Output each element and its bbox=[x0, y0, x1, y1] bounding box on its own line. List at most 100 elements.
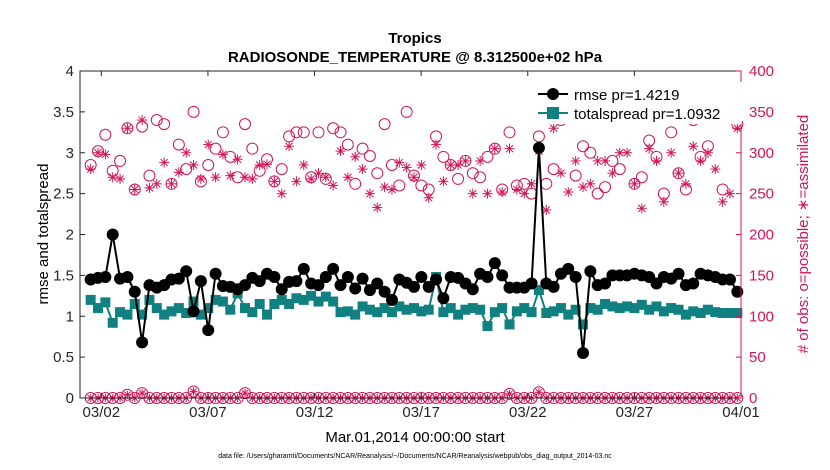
rmse-point bbox=[488, 257, 501, 270]
assimilated-obs-point bbox=[460, 155, 471, 166]
rmse-point bbox=[407, 280, 420, 293]
possible-obs-point bbox=[532, 130, 545, 143]
rmse-point bbox=[371, 277, 384, 290]
spread-point bbox=[137, 309, 148, 320]
spread-point bbox=[357, 301, 368, 312]
assimilated-obs-point bbox=[511, 184, 522, 195]
assimilated-obs-point bbox=[680, 178, 691, 189]
legend-rmse-marker bbox=[547, 88, 559, 100]
possible-obs-point bbox=[128, 183, 141, 196]
rmse-point bbox=[532, 141, 545, 154]
assimilated-obs-point bbox=[350, 151, 361, 162]
spread-point bbox=[269, 298, 280, 309]
assimilated-obs-point bbox=[636, 203, 647, 214]
spread-point bbox=[416, 306, 427, 317]
y-tick-label-left: 4 bbox=[66, 63, 74, 80]
rmse-point bbox=[599, 277, 612, 290]
possible-obs-point bbox=[297, 126, 310, 139]
rmse-point bbox=[481, 271, 494, 284]
assimilated-obs-point bbox=[254, 160, 265, 171]
possible-obs-point bbox=[503, 126, 516, 139]
spread-point bbox=[445, 303, 456, 314]
spread-point bbox=[695, 307, 706, 318]
assimilated-obs-point bbox=[320, 172, 331, 183]
y-axis-label-right: # of obs: o=possible; ∗=assimilated bbox=[795, 115, 812, 354]
spread-point bbox=[680, 309, 691, 320]
spread-point bbox=[460, 304, 471, 315]
assimilated-obs-point bbox=[504, 143, 515, 154]
spread-point bbox=[702, 304, 713, 315]
assimilated-obs-point bbox=[658, 196, 669, 207]
possible-obs-point bbox=[672, 167, 685, 180]
rmse-point bbox=[128, 285, 141, 298]
spread-point bbox=[526, 307, 537, 318]
zero-count-asterisk bbox=[189, 387, 198, 396]
spread-point bbox=[482, 321, 493, 332]
possible-obs-point bbox=[158, 118, 171, 131]
assimilated-obs-point bbox=[93, 147, 104, 158]
possible-obs-point bbox=[415, 179, 428, 192]
spread-point bbox=[203, 303, 214, 314]
assimilated-obs-point bbox=[702, 147, 713, 158]
y-tick-label-left: 1.5 bbox=[53, 267, 74, 284]
spread-point bbox=[394, 301, 405, 312]
spread-point bbox=[710, 307, 721, 318]
possible-obs-point bbox=[599, 181, 612, 194]
spread-point bbox=[122, 309, 133, 320]
possible-obs-point bbox=[290, 126, 303, 139]
assimilated-obs-point bbox=[423, 192, 434, 203]
spread-point bbox=[262, 309, 273, 320]
assimilated-obs-point bbox=[453, 160, 464, 171]
possible-obs-point bbox=[363, 150, 376, 163]
spread-point bbox=[195, 309, 206, 320]
y-tick-label-right: 100 bbox=[749, 308, 774, 325]
assimilated-obs-point bbox=[497, 186, 508, 197]
y-tick-label-right: 50 bbox=[749, 349, 766, 366]
assimilated-obs-point bbox=[144, 182, 155, 193]
assimilated-obs-point bbox=[717, 196, 728, 207]
rmse-point bbox=[136, 336, 149, 349]
spread-point bbox=[166, 306, 177, 317]
possible-obs-point bbox=[488, 142, 501, 155]
assimilated-obs-point bbox=[644, 143, 655, 154]
y-tick-label-left: 3 bbox=[66, 145, 74, 162]
rmse-point bbox=[99, 271, 112, 284]
legend: rmse pr=1.4219 totalspread pr=1.0932 bbox=[532, 82, 742, 124]
assimilated-obs-point bbox=[298, 160, 309, 171]
assimilated-obs-point bbox=[607, 168, 618, 179]
zero-count-asterisk bbox=[505, 389, 514, 398]
assimilated-obs-point bbox=[181, 147, 192, 158]
chart-subtitle: RADIOSONDE_TEMPERATURE @ 8.312500e+02 hP… bbox=[228, 49, 603, 66]
rmse-point bbox=[180, 265, 193, 278]
y-tick-label-left: 1 bbox=[66, 308, 74, 325]
x-axis-label: Mar.01,2014 00:00:00 start bbox=[325, 429, 505, 446]
rmse-point bbox=[121, 271, 134, 284]
spread-point bbox=[519, 303, 530, 314]
assimilated-obs-point bbox=[563, 186, 574, 197]
possible-obs-point bbox=[180, 163, 193, 176]
spread-point bbox=[173, 303, 184, 314]
possible-obs-point bbox=[452, 172, 465, 185]
rmse-point bbox=[422, 280, 435, 293]
assimilated-obs-point bbox=[357, 164, 368, 175]
possible-obs-point bbox=[547, 163, 560, 176]
y-tick-label-right: 200 bbox=[749, 227, 774, 244]
possible-obs-point bbox=[584, 146, 597, 159]
y-tick-label-left: 0 bbox=[66, 390, 74, 407]
possible-obs-point bbox=[268, 175, 281, 188]
possible-obs-point bbox=[275, 163, 288, 176]
rmse-point bbox=[253, 275, 266, 288]
spread-point bbox=[129, 298, 140, 309]
rmse-point bbox=[378, 285, 391, 298]
rmse-point bbox=[238, 279, 251, 292]
rmse-point bbox=[562, 262, 575, 275]
assimilated-obs-point bbox=[129, 184, 140, 195]
x-tick-label: 03/27 bbox=[616, 404, 654, 421]
spread-point bbox=[724, 307, 735, 318]
possible-obs-point bbox=[209, 142, 222, 155]
rmse-point bbox=[275, 283, 288, 296]
assimilated-obs-point bbox=[342, 172, 353, 183]
zero-count-circle bbox=[503, 387, 516, 400]
spread-point bbox=[658, 306, 669, 317]
